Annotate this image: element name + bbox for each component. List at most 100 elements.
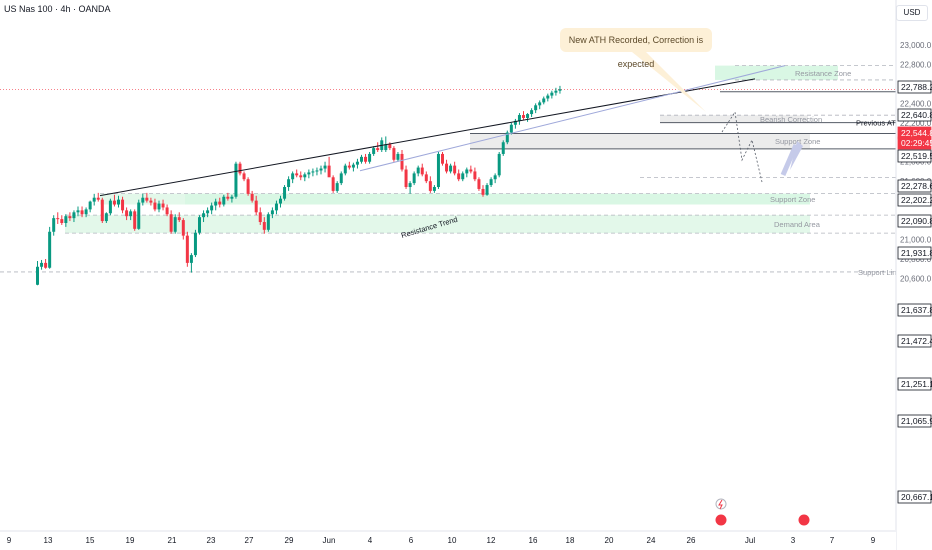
price-badge-label: 22,202.2 — [901, 195, 932, 205]
price-badge — [897, 414, 932, 428]
candle — [416, 165, 420, 177]
candle — [534, 103, 538, 114]
candle — [339, 171, 343, 186]
candle-body — [295, 173, 299, 176]
x-tick-label: Jun — [323, 536, 336, 545]
candle-body — [193, 232, 197, 256]
candle — [436, 151, 440, 189]
candle-body — [453, 165, 457, 174]
candle — [238, 161, 242, 176]
candle — [60, 215, 64, 225]
price-badge-label: 20,667.1 — [901, 492, 932, 502]
candle — [351, 162, 355, 172]
candle-body — [258, 212, 262, 223]
candle — [505, 130, 509, 145]
candle — [550, 90, 554, 99]
x-tick-label: 9 — [7, 536, 12, 545]
candle-body — [287, 179, 291, 188]
candle-body — [445, 163, 449, 172]
candle — [165, 204, 169, 217]
candle-body — [238, 163, 242, 174]
lightning-icon — [715, 498, 727, 510]
candle — [246, 177, 250, 196]
projection-arrow-shaft — [780, 144, 799, 176]
x-tick-label: Jul — [745, 536, 755, 545]
time-axis-bg — [0, 530, 896, 550]
candle — [445, 159, 449, 174]
candle-body — [117, 199, 120, 205]
candle — [84, 207, 88, 218]
time-axis[interactable]: 9 13 15 19 21 23 27 29 Jun 4 6 10 12 16 18 20 24 26 Jul 3 7 9 — [0, 530, 896, 550]
candle — [68, 212, 72, 222]
candle-body — [218, 201, 222, 205]
candle — [295, 169, 299, 178]
candle-body — [153, 202, 157, 210]
candle — [44, 258, 48, 269]
x-tick-label: 21 — [168, 536, 177, 545]
candle — [274, 200, 278, 215]
candle — [88, 200, 92, 213]
candle-body — [181, 220, 185, 236]
candle-body — [214, 201, 218, 206]
candle — [368, 151, 372, 164]
price-axis[interactable]: 23,000.022,800.022,600.022,400.022,200.0… — [895, 0, 932, 550]
symbol-title[interactable]: US Nas 100 · 4h · OANDA — [4, 4, 111, 14]
candle-body — [234, 163, 238, 197]
candle — [149, 197, 153, 206]
zone-label-4: Support Zone — [770, 195, 815, 204]
candle-body — [165, 207, 169, 215]
candle-body — [323, 165, 327, 169]
candle — [137, 199, 141, 230]
candle-body — [226, 196, 230, 199]
candle-body — [441, 153, 444, 164]
candle-body — [538, 102, 542, 106]
candle — [473, 167, 477, 182]
price-badge — [897, 149, 932, 163]
candle-body — [360, 156, 363, 162]
resistance-trend-line — [99, 78, 756, 197]
candle — [258, 207, 262, 225]
callout-pointer — [632, 52, 706, 112]
candle-body — [534, 105, 538, 111]
projection-arrow-head — [790, 141, 803, 170]
candle-body — [169, 214, 173, 232]
candle — [104, 212, 108, 224]
candle-body — [250, 193, 254, 201]
candle-body — [432, 187, 436, 191]
candle — [542, 96, 546, 105]
candle-body — [189, 255, 193, 263]
candle-body — [542, 98, 546, 103]
x-tick-label: 7 — [830, 536, 835, 545]
candle-body — [392, 148, 396, 160]
candle — [291, 171, 295, 184]
candle-body — [513, 120, 517, 125]
candles-layer — [36, 85, 562, 286]
candle-body — [477, 179, 481, 189]
candle — [121, 196, 125, 214]
zone-3 — [470, 133, 810, 149]
candle-body — [404, 169, 408, 188]
candle — [226, 192, 230, 201]
annotations-layer: Previous ATH Support Line — [632, 52, 901, 526]
candle-body — [355, 161, 359, 165]
candle-body — [550, 92, 554, 96]
candle — [420, 163, 424, 177]
x-tick-label: 13 — [44, 536, 53, 545]
candle — [173, 214, 177, 234]
candle-body — [185, 235, 189, 263]
candle-body — [408, 183, 412, 188]
currency-button[interactable]: USD — [896, 5, 928, 21]
candle-body — [327, 165, 331, 178]
candle-body — [133, 211, 137, 229]
candle — [92, 193, 96, 206]
candle — [100, 197, 104, 224]
candle-body — [72, 212, 76, 219]
price-badge — [897, 490, 932, 504]
candle-body — [384, 144, 388, 151]
candle-body — [522, 115, 525, 118]
candle-body — [489, 179, 493, 186]
candle — [323, 161, 327, 173]
candle-body — [331, 177, 335, 191]
candle-body — [412, 173, 416, 184]
